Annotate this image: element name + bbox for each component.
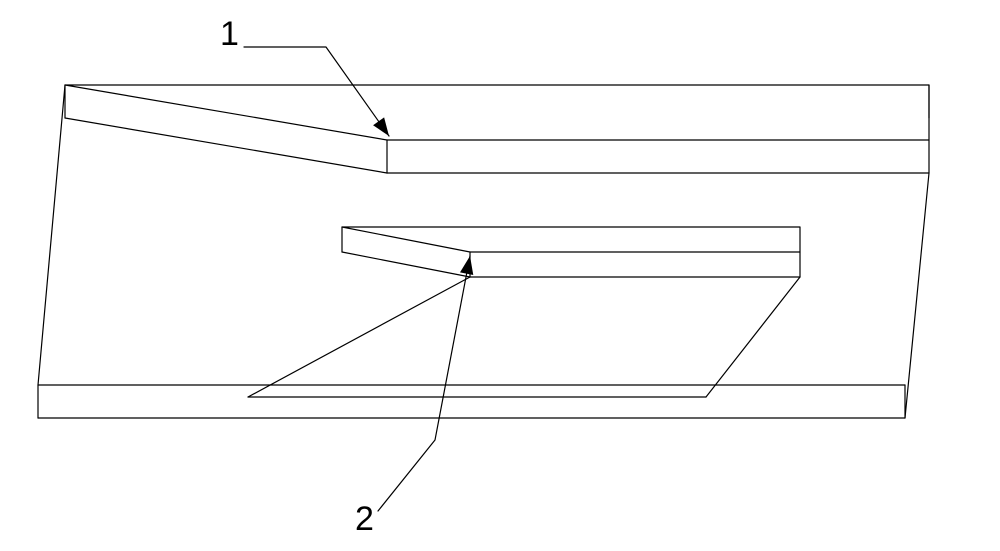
- arrowhead-1: [373, 117, 389, 136]
- inner-floor-left-slant: [248, 277, 470, 397]
- leader-2: [378, 256, 470, 511]
- outer-slab-right-slant: [905, 173, 929, 418]
- callout-label-1: 1: [220, 15, 239, 53]
- callout-label-2: 2: [355, 500, 374, 538]
- outer-top-face: [65, 85, 929, 140]
- arrowhead-2: [460, 256, 473, 275]
- leader-1: [244, 47, 389, 136]
- technical-diagram: 12: [0, 0, 1000, 551]
- inner-left-slant-edge: [342, 252, 470, 277]
- outer-slab-left-top-slant: [38, 85, 65, 385]
- inner-floor-right-slant: [706, 277, 800, 397]
- outer-left-slant-edge: [65, 118, 387, 173]
- inner-top-face: [342, 227, 800, 252]
